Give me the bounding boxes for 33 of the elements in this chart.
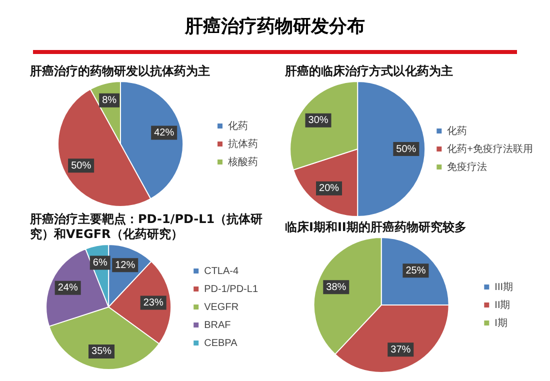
data-label: 25% bbox=[406, 265, 426, 276]
legend-label: 抗体药 bbox=[228, 138, 258, 150]
legend-label: CTLA-4 bbox=[204, 266, 239, 277]
data-label: 23% bbox=[143, 298, 164, 309]
legend-label: II期 bbox=[494, 298, 510, 311]
data-label: 20% bbox=[319, 183, 340, 194]
legend-label: CEBPA bbox=[204, 338, 238, 349]
chart-title: 肝癌治疗的药物研发以抗体药为主 bbox=[30, 64, 211, 79]
data-label: 37% bbox=[390, 344, 411, 356]
legend-label: BRAF bbox=[204, 320, 231, 331]
legend-label: 化药 bbox=[228, 120, 248, 132]
legend-label: PD-1/PD-L1 bbox=[204, 284, 258, 295]
chart-title: 肝癌治疗主要靶点：PD-1/PD-L1（抗体研究）和VEGFR（化药研究） bbox=[30, 212, 264, 242]
data-label: 24% bbox=[58, 282, 78, 294]
chart-title: 临床I期和II期的肝癌药物研究较多 bbox=[285, 220, 468, 235]
data-label: 35% bbox=[92, 346, 112, 358]
text: 肝癌治疗药物研发分布 bbox=[184, 15, 366, 38]
legend-label: I期 bbox=[494, 316, 508, 329]
data-label: 6% bbox=[92, 258, 108, 269]
legend-label: VEGFR bbox=[204, 302, 239, 313]
legend-label: 化药+免疫疗法联用 bbox=[447, 142, 534, 155]
legend-label: 免疫疗法 bbox=[447, 160, 488, 173]
legend-label: 核酸药 bbox=[227, 156, 258, 168]
chart-title: 肝癌的临床治疗方式以化药为主 bbox=[285, 64, 454, 79]
data-label: 12% bbox=[115, 260, 136, 271]
data-label: 38% bbox=[326, 282, 346, 293]
data-label: 50% bbox=[396, 144, 416, 155]
legend-label: III期 bbox=[494, 280, 514, 293]
data-label: 8% bbox=[102, 95, 117, 106]
data-label: 42% bbox=[154, 128, 174, 139]
data-label: 30% bbox=[308, 115, 328, 126]
legend-label: 化药 bbox=[447, 124, 468, 137]
data-label: 50% bbox=[71, 160, 92, 172]
